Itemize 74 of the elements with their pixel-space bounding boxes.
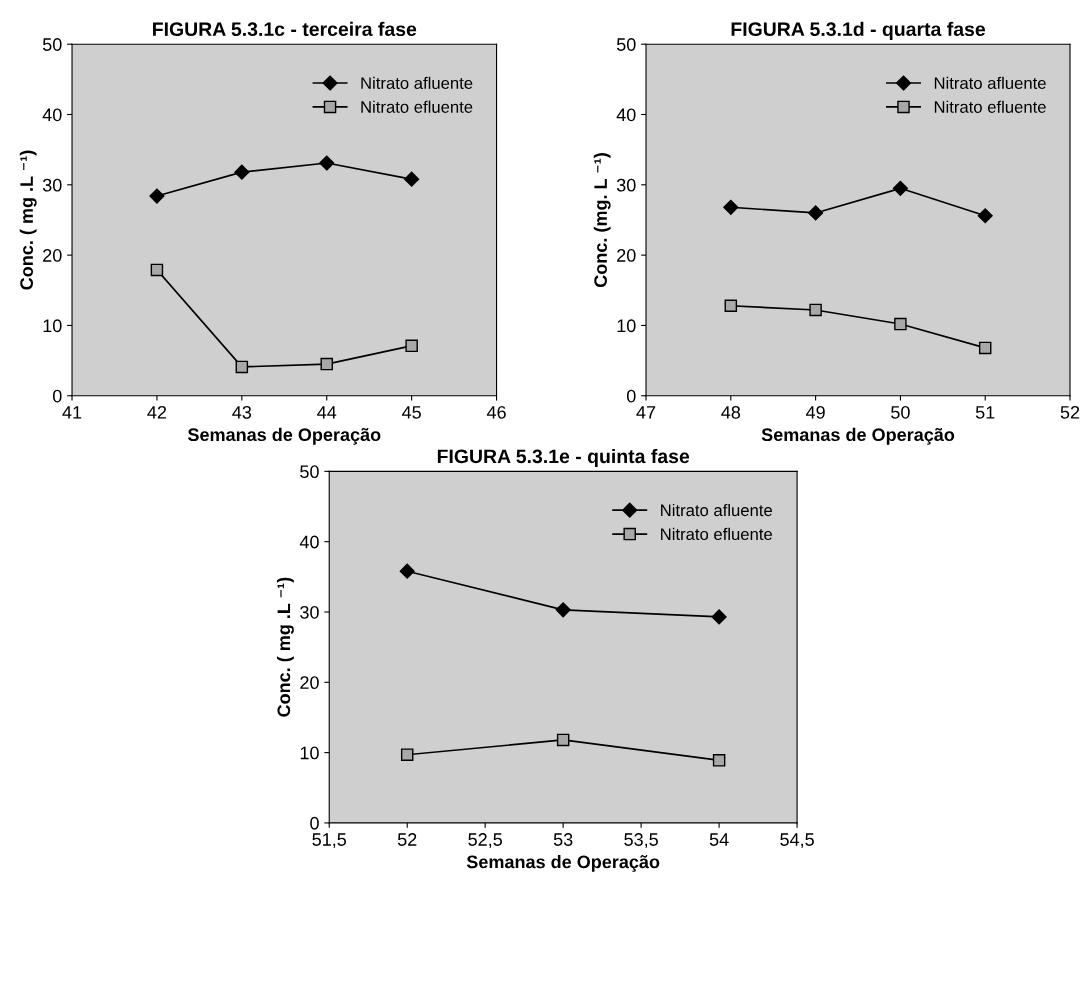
y-tick-label: 40 — [42, 108, 62, 122]
x-tick-label: 44 — [317, 406, 337, 419]
x-axis-title: Semanas de Operação — [187, 427, 381, 445]
chart-title: FIGURA 5.3.1e - quinta fase — [437, 448, 690, 468]
y-tick-label: 10 — [617, 319, 636, 333]
x-tick-label: 49 — [805, 405, 825, 419]
x-tick-label: 45 — [402, 406, 421, 419]
x-tick-label: 46 — [486, 405, 506, 419]
point — [556, 733, 570, 747]
point — [809, 303, 822, 317]
y-tick-label: 20 — [617, 249, 636, 262]
x-tick-label: 51 — [975, 406, 995, 419]
y-tick-label: 30 — [300, 605, 319, 619]
point — [724, 299, 738, 312]
x-tick-label: 54 — [709, 833, 729, 846]
point — [235, 360, 249, 374]
y-axis-title: Conc. ( mg .L ⁻¹) — [19, 150, 37, 290]
point — [978, 341, 992, 355]
y-tick-label: 40 — [299, 535, 319, 549]
legend-label: Nitrato efluente — [661, 527, 772, 541]
y-tick-label: 30 — [616, 178, 636, 192]
x-tick-label: 51,5 — [312, 833, 347, 849]
x-axis-title: Semanas de Operação — [761, 427, 955, 445]
y-tick-label: 20 — [300, 676, 319, 690]
point — [712, 754, 726, 767]
y-axis-title: Conc. ( mg .L ⁻¹) — [276, 577, 294, 717]
legend-label: Nitrato afluente — [934, 76, 1046, 90]
y-tick-label: 50 — [300, 465, 319, 479]
y-tick-label: 10 — [300, 746, 319, 760]
point — [892, 180, 908, 196]
legend-label: Nitrato afluente — [661, 503, 772, 517]
point — [977, 208, 993, 224]
x-tick-label: 53 — [553, 833, 573, 846]
point — [405, 339, 418, 353]
x-tick-label: 43 — [232, 405, 252, 419]
point — [555, 602, 571, 618]
point — [723, 199, 739, 215]
point — [150, 263, 164, 277]
point — [234, 164, 250, 180]
x-tick-label: 52 — [397, 833, 417, 846]
legend-label: Nitrato efluente — [361, 100, 473, 113]
y-tick-label: 10 — [43, 319, 62, 333]
point — [320, 357, 333, 371]
point — [149, 188, 165, 204]
y-tick-label: 40 — [616, 108, 636, 122]
point — [399, 563, 415, 579]
x-tick-label: 48 — [721, 405, 741, 419]
chart-title: FIGURA 5.3.1d - quarta fase — [731, 21, 986, 40]
y-tick-label: 0 — [626, 389, 636, 403]
x-tick-label: 52 — [1060, 405, 1080, 419]
point — [400, 748, 414, 761]
y-tick-label: 20 — [43, 249, 62, 262]
point — [894, 317, 907, 331]
x-tick-label: 47 — [636, 406, 656, 419]
point — [319, 155, 335, 171]
y-tick-label: 50 — [42, 38, 62, 51]
y-tick-label: 30 — [42, 178, 62, 192]
x-tick-label: 53,5 — [624, 833, 658, 849]
legend-label: Nitrato efluente — [934, 100, 1046, 113]
x-tick-label: 42 — [147, 405, 167, 419]
x-tick-label: 41 — [62, 406, 82, 419]
point — [711, 609, 727, 625]
y-tick-label: 0 — [310, 816, 319, 830]
y-axis-title: Conc. (mg. L ⁻¹) — [593, 153, 611, 288]
x-axis-title: Semanas de Operação — [466, 855, 660, 872]
x-tick-label: 50 — [891, 405, 910, 419]
x-tick-label: 54,5 — [780, 833, 814, 849]
x-tick-label: 52,5 — [468, 833, 502, 849]
point — [808, 205, 824, 221]
y-tick-label: 0 — [52, 389, 62, 403]
legend-label: Nitrato afluente — [361, 76, 473, 90]
y-tick-label: 50 — [616, 38, 636, 51]
point — [404, 171, 420, 187]
chart-title: FIGURA 5.3.1c - terceira fase — [153, 21, 417, 37]
